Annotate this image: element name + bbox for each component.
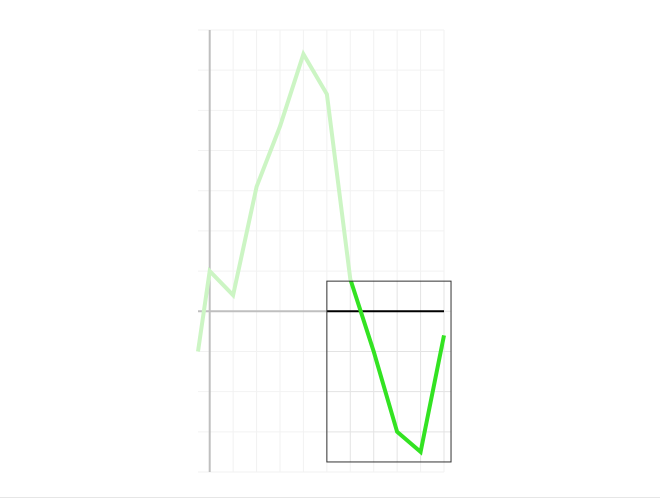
zoom-inset (326, 280, 452, 463)
bottom-divider (0, 497, 660, 498)
zoom-inset-border (326, 280, 452, 463)
series-line-highlight (348, 281, 446, 456)
zoom-inset-background (326, 281, 452, 462)
zoom-inset-grid (326, 281, 452, 462)
